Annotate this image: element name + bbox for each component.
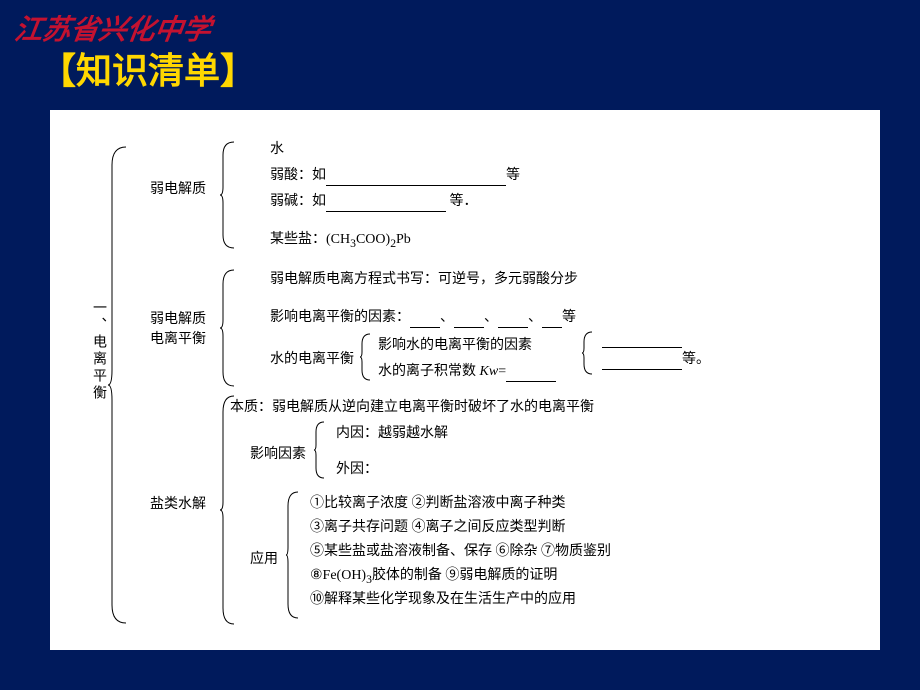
s1-r3-a: 弱碱：如 bbox=[270, 194, 326, 209]
s2-blank1 bbox=[602, 328, 682, 348]
brace-s3-app bbox=[284, 490, 300, 620]
s2-r2-a: 影响电离平衡的因素： bbox=[270, 310, 410, 325]
s3-essence: 本质：弱电解质从逆向建立电离平衡时破坏了水的电离平衡 bbox=[230, 398, 594, 418]
brace-s2 bbox=[218, 268, 236, 388]
brace-s3 bbox=[218, 394, 236, 626]
s2-r3-b: 等。 bbox=[602, 350, 710, 370]
s2-r3-c-a: 水的离子积常数 bbox=[378, 364, 480, 379]
s1-r2: 弱酸：如 等 bbox=[270, 166, 520, 186]
s2-r3-b-t: 等。 bbox=[682, 352, 710, 367]
content-box: 一、电离平衡 弱电解质 水 弱酸：如等 弱碱：如 等． 某些盐：(CH3COO)… bbox=[50, 110, 880, 650]
brace-main bbox=[106, 145, 128, 625]
s1-r1: 水 bbox=[270, 140, 284, 160]
s2-r3-c: 水的离子积常数 Kw= bbox=[378, 362, 556, 382]
s3-app-label: 应用 bbox=[250, 550, 278, 570]
s3-label: 盐类水解 bbox=[150, 495, 206, 515]
s2-label-a: 弱电解质 bbox=[150, 310, 206, 330]
s3-factors-label: 影响因素 bbox=[250, 445, 306, 465]
brace-s3-factors bbox=[312, 420, 326, 480]
s1-r3: 弱碱：如 等． bbox=[270, 192, 478, 212]
s2-r2-d: 、 bbox=[528, 310, 542, 325]
s1-r2-b: 等 bbox=[506, 168, 520, 183]
s3-app-r4-b: 胶体的制备 ⑨弱电解质的证明 bbox=[372, 568, 558, 583]
s2-r3-c-b: = bbox=[498, 364, 506, 379]
s2-r3-a: 影响水的电离平衡的因素 bbox=[378, 336, 532, 356]
main-vertical-label: 一、电离平衡 bbox=[88, 300, 108, 402]
s2-r2-e: 等 bbox=[562, 310, 576, 325]
page-title: 【知识清单】 bbox=[40, 42, 256, 94]
s2-r2-c: 、 bbox=[484, 310, 498, 325]
s1-r4: 某些盐：(CH3COO)2Pb bbox=[270, 230, 411, 252]
s3-app-r1: ①比较离子浓度 ②判断盐溶液中离子种类 bbox=[310, 494, 566, 514]
s1-r3-b: 等． bbox=[450, 194, 478, 209]
s1-r4-b: COO) bbox=[356, 232, 390, 247]
s2-kw: Kw bbox=[480, 364, 499, 379]
s1-r4-c: Pb bbox=[396, 232, 411, 247]
s3-f-r2: 外因： bbox=[336, 460, 378, 480]
s1-label: 弱电解质 bbox=[150, 180, 206, 200]
s2-label-b: 电离平衡 bbox=[150, 330, 206, 350]
s3-app-r2: ③离子共存问题 ④离子之间反应类型判断 bbox=[310, 518, 566, 538]
brace-s2-water bbox=[358, 332, 372, 382]
s3-f-r1: 内因：越弱越水解 bbox=[336, 424, 448, 444]
s1-r2-a: 弱酸：如 bbox=[270, 168, 326, 183]
s2-r2: 影响电离平衡的因素： 、 、 、 等 bbox=[270, 308, 576, 328]
s3-app-r5: ⑩解释某些化学现象及在生活生产中的应用 bbox=[310, 590, 576, 610]
brace-s2-right bbox=[580, 330, 594, 376]
s2-r1: 弱电解质电离方程式书写：可逆号，多元弱酸分步 bbox=[270, 270, 578, 290]
brace-s1 bbox=[218, 140, 236, 250]
s2-r3-label: 水的电离平衡 bbox=[270, 350, 354, 370]
s2-r2-b: 、 bbox=[440, 310, 454, 325]
s3-app-r3: ⑤某些盐或盐溶液制备、保存 ⑥除杂 ⑦物质鉴别 bbox=[310, 542, 611, 562]
s1-r4-a: 某些盐：(CH bbox=[270, 232, 350, 247]
s3-app-r4: ⑧Fe(OH)3胶体的制备 ⑨弱电解质的证明 bbox=[310, 566, 557, 588]
s3-app-r4-a: ⑧Fe(OH) bbox=[310, 568, 366, 583]
